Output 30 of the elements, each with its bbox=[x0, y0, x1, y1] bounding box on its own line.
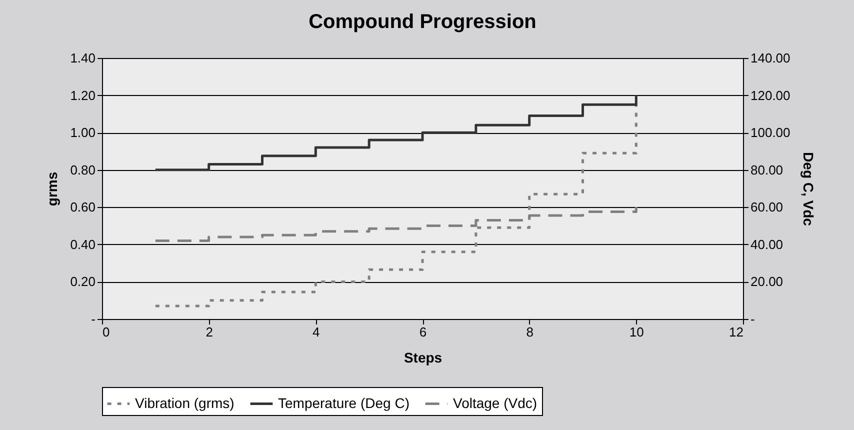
x-tick-label: 2 bbox=[206, 324, 213, 340]
x-tick-label: 12 bbox=[729, 324, 744, 340]
legend-label: Temperature (Deg C) bbox=[278, 394, 410, 411]
y-tick-label: 0.20 bbox=[70, 274, 96, 290]
y-tick-label: 0.60 bbox=[70, 200, 96, 215]
y2-tick-label: 140.00 bbox=[750, 50, 790, 66]
x-tick-label: 4 bbox=[312, 324, 320, 340]
y-tick-label: 1.20 bbox=[70, 88, 96, 103]
x-tick-label: 8 bbox=[526, 324, 534, 340]
legend-label: Vibration (grms) bbox=[135, 394, 234, 411]
y2-tick-label: 20.00 bbox=[750, 274, 784, 290]
y2-tick-label: - bbox=[750, 312, 755, 326]
x-tick-label: 0 bbox=[102, 324, 110, 340]
y2-tick-label: 60.00 bbox=[750, 200, 784, 215]
y2-tick-label: 120.00 bbox=[750, 88, 790, 103]
y2-tick-label: 80.00 bbox=[750, 162, 784, 178]
y-tick-label: 1.40 bbox=[70, 50, 96, 66]
x-tick-label: 10 bbox=[629, 324, 644, 340]
y-tick-label: 0.40 bbox=[70, 236, 96, 252]
y-axis-title: grms bbox=[44, 172, 60, 206]
y2-axis-title: Deg C, Vdc bbox=[800, 152, 816, 226]
x-axis-title: Steps bbox=[404, 350, 442, 366]
y-tick-label: 1.00 bbox=[70, 125, 96, 140]
y-tick-label: 0.80 bbox=[70, 162, 96, 178]
x-tick-label: 6 bbox=[419, 324, 427, 340]
y2-tick-label: 100.00 bbox=[750, 125, 790, 140]
y2-tick-label: 40.00 bbox=[750, 236, 784, 252]
chart-title: Compound Progression bbox=[308, 11, 536, 33]
legend-label: Voltage (Vdc) bbox=[453, 394, 538, 411]
y-tick-label: - bbox=[91, 312, 96, 326]
